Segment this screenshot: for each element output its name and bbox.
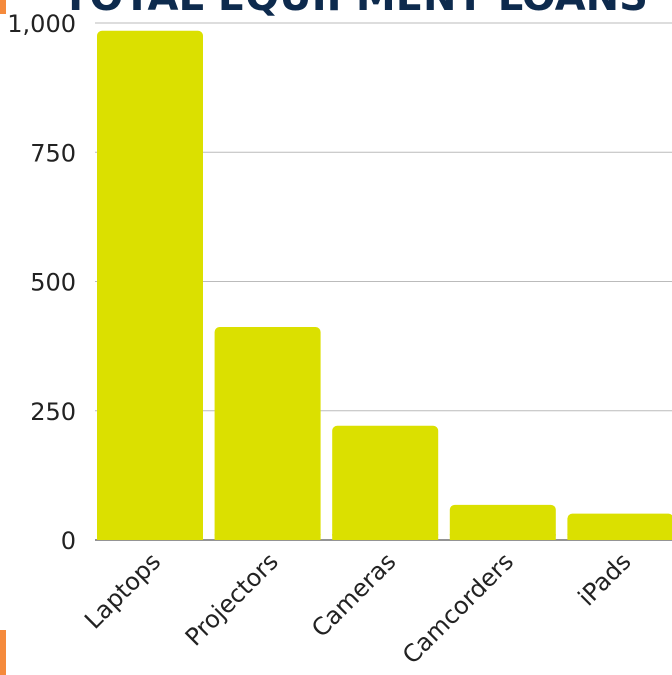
- x-tick-label: Projectors: [180, 547, 284, 651]
- accent-stripe-bottom: [0, 630, 6, 675]
- bar-base: [449, 534, 556, 540]
- chart-title: TOTAL EQUIPMENT LOANS: [62, 0, 648, 20]
- bar-ipads: [567, 513, 672, 540]
- bar-projectors: [214, 326, 321, 540]
- y-tick-label: 1,000: [7, 10, 76, 38]
- x-tick-label: Cameras: [306, 547, 401, 642]
- bar-base: [214, 534, 321, 540]
- x-tick-label: Laptops: [79, 547, 166, 634]
- bar-laptops: [97, 30, 203, 540]
- bar-base: [567, 534, 672, 540]
- bar-base: [332, 534, 439, 540]
- bar-camcorders: [449, 504, 556, 540]
- bar-base: [97, 534, 203, 540]
- accent-stripe-top: [0, 0, 6, 14]
- y-tick-label: 500: [30, 269, 76, 297]
- y-tick-label: 250: [30, 398, 76, 426]
- x-tick-label: Camcorders: [397, 547, 519, 669]
- bars: [97, 30, 672, 540]
- bar-cameras: [332, 425, 439, 540]
- x-tick-label: iPads: [573, 547, 637, 611]
- y-tick-label: 750: [30, 139, 76, 167]
- y-axis-ticks: 0 250 500 750 1,000: [7, 10, 76, 555]
- y-tick-label: 0: [61, 527, 76, 555]
